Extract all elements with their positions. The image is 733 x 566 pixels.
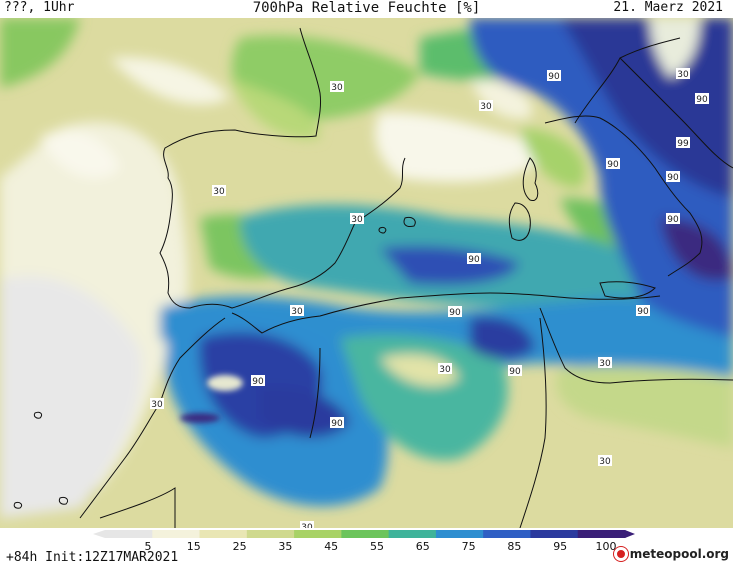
contour-label: 30 (479, 100, 493, 112)
valid-date: 21. Maerz 2021 (613, 0, 723, 15)
colorbar: 5 15 25 35 45 55 65 75 85 95 100 +84h Init:12Z17MA… (0, 528, 733, 566)
colorbar-tick-label: 35 (278, 540, 293, 553)
svg-text:90: 90 (667, 215, 679, 225)
svg-text:30: 30 (351, 215, 363, 225)
contour-label: 90 (330, 417, 344, 429)
map-title: 700hPa Relative Feuchte [%] (252, 0, 481, 16)
colorbar-max-arrow (625, 530, 635, 538)
colorbar-swatch (388, 530, 437, 538)
svg-text:90: 90 (607, 160, 619, 170)
colorbar-swatch (105, 530, 153, 538)
svg-text:30: 30 (301, 523, 313, 528)
contour-label: 90 (251, 375, 265, 387)
svg-text:90: 90 (468, 255, 480, 265)
colorbar-swatch (199, 530, 248, 538)
svg-text:30: 30 (213, 187, 225, 197)
colorbar-tick-label: 15 (186, 540, 201, 553)
svg-text:90: 90 (252, 377, 264, 387)
svg-text:90: 90 (548, 72, 560, 82)
colorbar-gradient (93, 530, 635, 538)
colorbar-tick-label: 25 (232, 540, 247, 553)
map-header: ???, 1Uhr 700hPa Relative Feuchte [%] 21… (0, 0, 733, 18)
contour-label: 30 (676, 68, 690, 80)
logo-icon (613, 547, 628, 561)
svg-text:99: 99 (677, 139, 689, 149)
logo-text: meteopool.org (629, 547, 729, 561)
contour-label: 90 (508, 365, 522, 377)
contour-label: 90 (636, 305, 650, 317)
svg-text:90: 90 (696, 95, 708, 105)
contour-label: 30 (290, 305, 304, 317)
colorbar-swatch (152, 530, 201, 538)
svg-text:30: 30 (291, 307, 303, 317)
svg-text:30: 30 (599, 359, 611, 369)
colorbar-swatch (530, 530, 579, 538)
contour-label: 30 (598, 455, 612, 467)
meteopool-logo: meteopool.org (613, 546, 729, 562)
contour-label: 30 (300, 521, 314, 528)
colorbar-swatch (435, 530, 484, 538)
contour-label: 30 (350, 213, 364, 225)
colorbar-tick-label: 45 (324, 540, 339, 553)
svg-text:30: 30 (677, 70, 689, 80)
svg-text:90: 90 (331, 419, 343, 429)
colorbar-tick-label: 100 (595, 540, 617, 553)
svg-text:90: 90 (637, 307, 649, 317)
colorbar-tick-label: 75 (461, 540, 476, 553)
colorbar-tick-label: 65 (415, 540, 430, 553)
colorbar-swatch (294, 530, 342, 538)
colorbar-tick-label: 5 (144, 540, 152, 553)
contour-labels: 30 30 30 30 30 30 30 30 30 30 30 90 90 9… (150, 68, 709, 528)
svg-text:30: 30 (480, 102, 492, 112)
svg-text:90: 90 (509, 367, 521, 377)
svg-text:30: 30 (439, 365, 451, 375)
contour-label: 90 (666, 171, 680, 183)
contour-label: 90 (467, 253, 481, 265)
contour-label: 30 (150, 398, 164, 410)
svg-text:30: 30 (599, 457, 611, 467)
contour-label: 30 (212, 185, 226, 197)
contour-label: 30 (438, 363, 452, 375)
colorbar-swatch (483, 530, 531, 538)
colorbar-tick-label: 85 (507, 540, 522, 553)
colorbar-swatch (577, 530, 626, 538)
svg-text:90: 90 (667, 173, 679, 183)
contour-label: 90 (606, 158, 620, 170)
contour-label: 90 (547, 70, 561, 82)
svg-text:90: 90 (449, 308, 461, 318)
humidity-field (0, 18, 733, 518)
colorbar-min-arrow (93, 530, 105, 538)
contour-label: 99 (676, 137, 690, 149)
contour-label: 30 (598, 357, 612, 369)
svg-text:30: 30 (151, 400, 163, 410)
contour-label: 30 (330, 81, 344, 93)
colorbar-tick-label: 55 (370, 540, 384, 553)
colorbar-swatch (246, 530, 295, 538)
contour-label: 90 (666, 213, 680, 225)
colorbar-swatch (341, 530, 390, 538)
svg-text:30: 30 (331, 83, 343, 93)
contour-label: 90 (695, 93, 709, 105)
colorbar-tick-label: 95 (553, 540, 568, 553)
forecast-time-label: ???, 1Uhr (4, 0, 75, 15)
humidity-map: 30 30 30 30 30 30 30 30 30 30 30 90 90 9… (0, 18, 733, 528)
contour-label: 90 (448, 306, 462, 318)
init-time-label: +84h Init:12Z17MAR2021 (6, 550, 179, 565)
